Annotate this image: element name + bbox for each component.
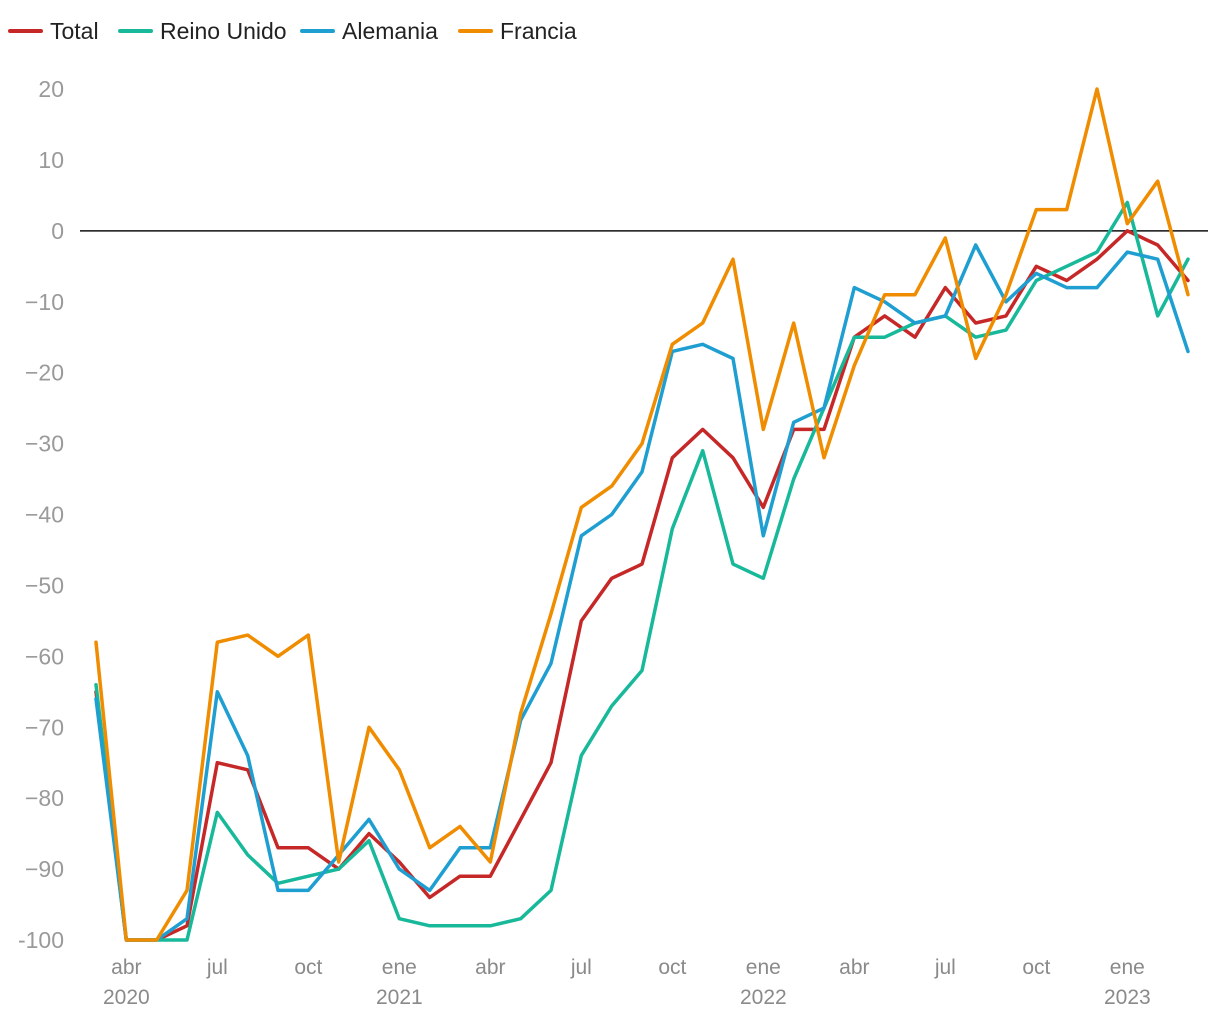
x-tick-label: oct bbox=[1022, 956, 1050, 979]
x-tick-label: abr bbox=[475, 956, 505, 979]
y-tick-label: −60 bbox=[25, 643, 64, 669]
series-line-total bbox=[94, 229, 1190, 942]
x-tick-label: ene bbox=[1110, 956, 1145, 979]
x-tick-year-label: 2021 bbox=[376, 986, 423, 1009]
legend-label-francia: Francia bbox=[500, 18, 577, 44]
y-tick-label: −20 bbox=[25, 360, 64, 386]
x-tick-label: jul bbox=[206, 956, 228, 979]
series-lines bbox=[94, 87, 1190, 942]
y-tick-label: 20 bbox=[38, 76, 64, 102]
x-tick-label: jul bbox=[934, 956, 956, 979]
x-tick-label: jul bbox=[570, 956, 592, 979]
x-tick-year-label: 2022 bbox=[740, 986, 787, 1009]
y-axis: 20 10 0 −10 −20 −30 −40 −50 −60 −70 −80 −90 -100 bbox=[18, 76, 64, 953]
x-tick-label: oct bbox=[294, 956, 322, 979]
y-tick-label: 10 bbox=[38, 147, 64, 173]
y-tick-label: −70 bbox=[25, 714, 64, 740]
legend: Total Reino Unido Alemania Francia bbox=[8, 18, 577, 44]
x-tick-label: ene bbox=[382, 956, 417, 979]
x-tick-year-label: 2023 bbox=[1104, 986, 1151, 1009]
series-line-alemania bbox=[94, 243, 1190, 942]
y-tick-label: −50 bbox=[25, 572, 64, 598]
y-tick-label: −40 bbox=[25, 502, 64, 528]
x-tick-label: abr bbox=[839, 956, 869, 979]
legend-label-reino-unido: Reino Unido bbox=[160, 18, 287, 44]
y-tick-label: -100 bbox=[18, 927, 64, 953]
series-line-reino-unido bbox=[94, 200, 1190, 942]
legend-label-total: Total bbox=[50, 18, 99, 44]
x-tick-label: abr bbox=[111, 956, 141, 979]
x-tick-label: oct bbox=[658, 956, 686, 979]
x-tick-year-label: 2020 bbox=[103, 986, 150, 1009]
y-tick-label: 0 bbox=[51, 218, 64, 244]
y-tick-label: −10 bbox=[25, 289, 64, 315]
legend-label-alemania: Alemania bbox=[342, 18, 438, 44]
y-tick-label: −90 bbox=[25, 856, 64, 882]
x-tick-label: ene bbox=[746, 956, 781, 979]
y-tick-label: −30 bbox=[25, 431, 64, 457]
series-line-francia bbox=[94, 87, 1190, 942]
y-tick-label: −80 bbox=[25, 785, 64, 811]
x-axis: abr 2020 jul oct ene 2021 abr jul oct ene 2022 abr j… bbox=[103, 956, 1151, 1009]
